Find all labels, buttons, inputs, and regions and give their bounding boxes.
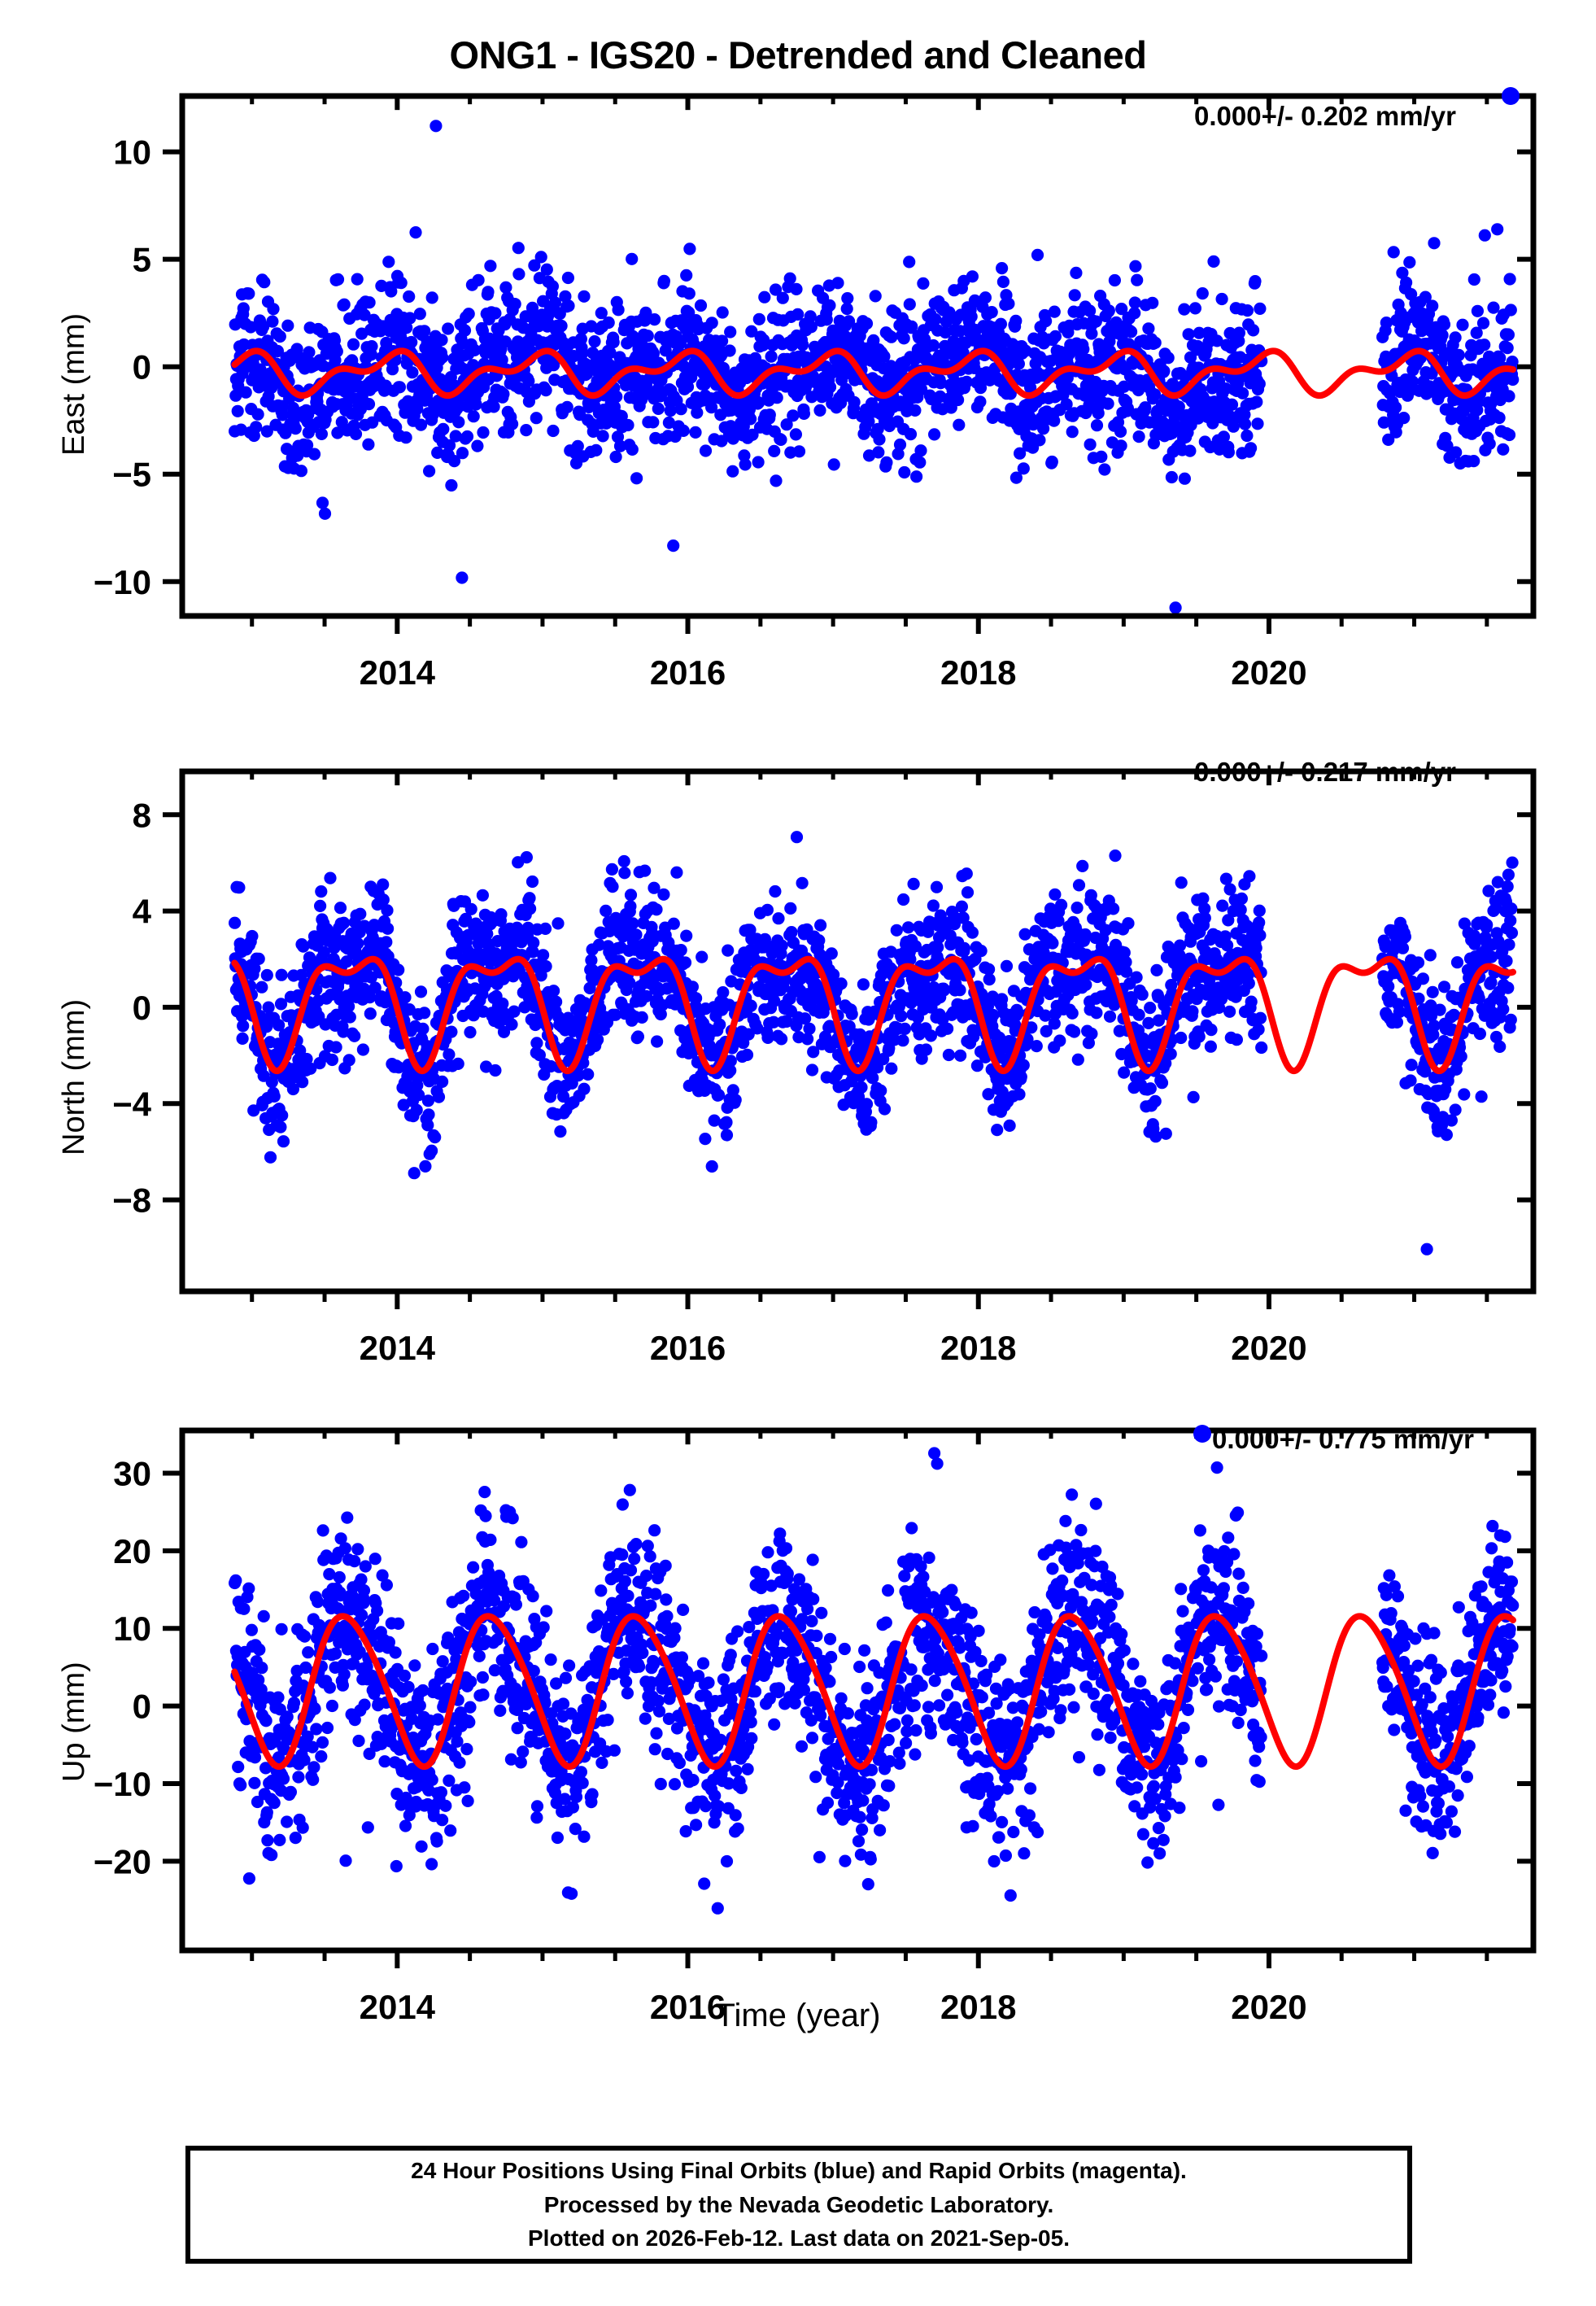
panel-east: East (mm) 0.000+/- 0.202 mm/yr 2014 2016 2… <box>0 49 1596 692</box>
y-tick-label: 20 <box>113 1532 151 1570</box>
y-axis-label-east: East (mm) <box>57 312 91 456</box>
plot-up: 2014 2016 2018 2020 −20 −10 0 10 20 30 <box>94 1425 1537 2026</box>
y-tick-label: −8 <box>112 1181 151 1220</box>
x-tick-label: 2016 <box>650 1988 726 2026</box>
rate-annotation-up: 0.000+/- 0.775 mm/yr <box>1212 1424 1474 1454</box>
x-tick-label: 2014 <box>360 1329 436 1367</box>
x-tick-label: 2020 <box>1231 1988 1306 2026</box>
x-tick-label: 2020 <box>1231 1329 1306 1367</box>
x-tick-label: 2018 <box>940 1988 1016 2026</box>
page-title: ONG1 - IGS20 - Detrended and Cleaned <box>449 33 1147 76</box>
x-tick-label: 2018 <box>940 1329 1016 1367</box>
y-axis-label-up: Up (mm) <box>57 1662 91 1782</box>
plot-north: 2014 2016 2018 2020 −8 −4 0 4 8 <box>112 768 1537 1367</box>
x-tick-label: 2018 <box>940 653 1016 692</box>
y-tick-label: −10 <box>94 1765 151 1803</box>
plot-east: 2014 2016 2018 2020 −10 −5 0 5 10 <box>94 87 1537 692</box>
rate-annotation-north: 0.000+/- 0.217 mm/yr <box>1194 757 1456 787</box>
caption-line-1: 24 Hour Positions Using Final Orbits (bl… <box>411 2158 1187 2184</box>
legend-marker <box>1502 87 1520 105</box>
y-tick-label: 0 <box>133 989 151 1027</box>
y-tick-label: 8 <box>133 796 151 834</box>
y-tick-label: −4 <box>112 1085 152 1123</box>
y-tick-label: 4 <box>133 893 152 931</box>
x-tick-label: 2016 <box>650 1329 726 1367</box>
legend-marker <box>1193 1425 1211 1443</box>
y-tick-label: 5 <box>133 241 151 279</box>
y-tick-label: −20 <box>94 1842 151 1880</box>
x-tick-label: 2014 <box>360 1988 436 2026</box>
y-tick-label: 0 <box>133 348 151 387</box>
y-tick-label: 0 <box>133 1688 151 1726</box>
y-tick-label: −5 <box>112 456 151 494</box>
caption-line-2: Processed by the Nevada Geodetic Laborat… <box>543 2191 1054 2217</box>
caption-line-3: Plotted on 2026-Feb-12. Last data on 202… <box>528 2225 1070 2251</box>
x-tick-label: 2014 <box>360 653 436 692</box>
y-tick-label: 10 <box>113 133 151 172</box>
y-tick-label: 10 <box>113 1609 151 1648</box>
x-tick-label: 2020 <box>1231 653 1306 692</box>
panel-north: North (mm) 0.000+/- 0.217 mm/yr 2014 2016… <box>0 724 1596 1367</box>
panel-up: Up (mm) 0.000+/- 0.775 mm/yr 2014 2016 201… <box>0 1383 1596 2026</box>
rate-annotation-east: 0.000+/- 0.202 mm/yr <box>1194 101 1456 131</box>
x-axis-label: Time (year) <box>715 1998 881 2033</box>
y-tick-label: 30 <box>113 1454 151 1492</box>
y-axis-label-north: North (mm) <box>57 998 91 1155</box>
y-tick-label: −10 <box>94 563 151 601</box>
caption-box: 24 Hour Positions Using Final Orbits (bl… <box>185 2146 1412 2264</box>
x-tick-label: 2016 <box>650 653 726 692</box>
